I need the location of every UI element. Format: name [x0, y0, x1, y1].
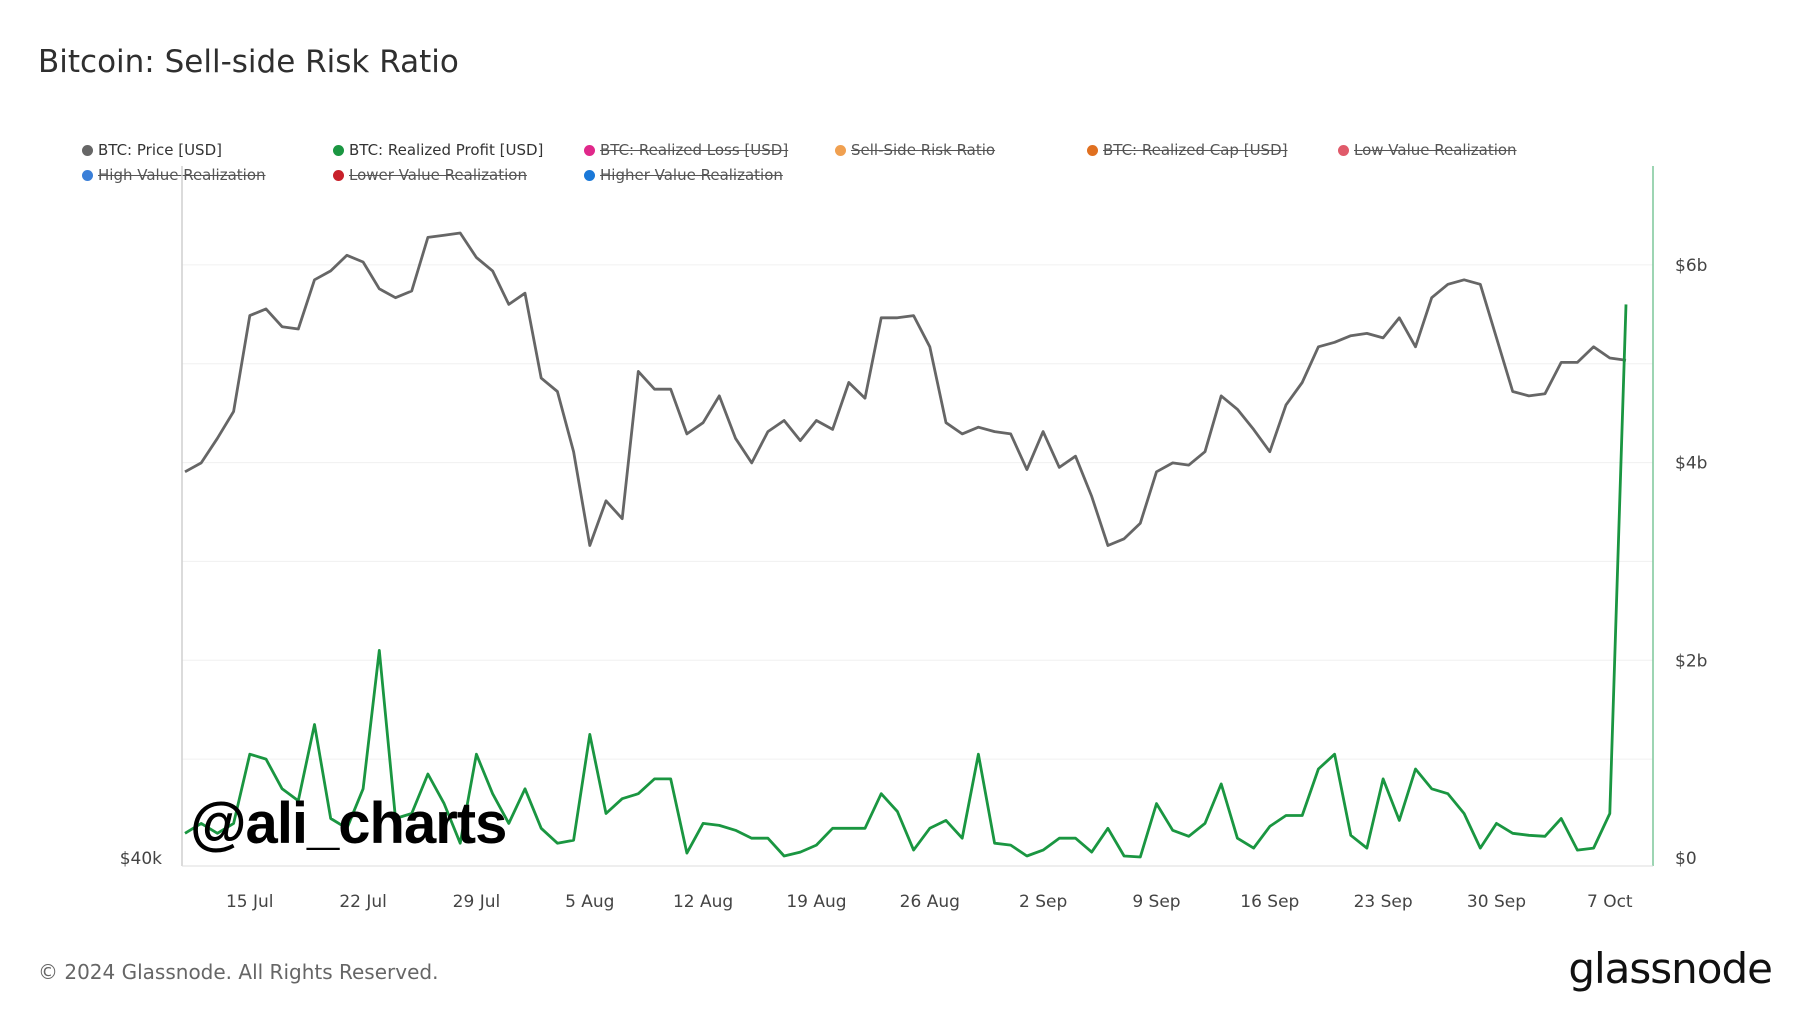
x-tick-label: 2 Sep — [1019, 892, 1067, 912]
price-line — [184, 231, 1627, 547]
legend-dot-icon — [82, 145, 93, 156]
x-axis-ticks: 15 Jul 22 Jul 29 Jul 5 Aug 12 Aug 19 Aug 26 Au… — [226, 892, 1633, 912]
right-tick-label: $4b — [1675, 454, 1707, 474]
x-tick-label: 23 Sep — [1354, 892, 1413, 912]
legend-label: BTC: Realized Profit [USD] — [349, 141, 544, 159]
realized-profit-line — [184, 304, 1628, 859]
x-tick-label: 15 Jul — [226, 892, 274, 912]
legend-label: BTC: Realized Cap [USD] — [1103, 141, 1288, 159]
legend-item[interactable]: Sell-Side Risk Ratio — [835, 141, 995, 159]
legend-dot-icon — [584, 170, 595, 181]
legend-item[interactable]: Higher Value Realization — [584, 166, 783, 184]
watermark-text: @ali_charts — [190, 791, 507, 856]
left-tick-label: $40k — [120, 849, 162, 869]
right-tick-label: $6b — [1675, 256, 1707, 276]
x-tick-label: 16 Sep — [1240, 892, 1299, 912]
left-axis-ticks: $40k — [120, 849, 162, 869]
legend-dot-icon — [584, 145, 595, 156]
legend-dot-icon — [1087, 145, 1098, 156]
legend-dot-icon — [333, 145, 344, 156]
legend-label: BTC: Price [USD] — [98, 141, 222, 159]
grid-lines — [182, 264, 1653, 760]
copyright-text: © 2024 Glassnode. All Rights Reserved. — [38, 960, 439, 984]
legend-item[interactable]: Lower Value Realization — [333, 166, 527, 184]
brand-logo: glassnode — [1568, 944, 1773, 993]
legend-dot-icon — [82, 170, 93, 181]
x-tick-label: 5 Aug — [565, 892, 614, 912]
legend-dot-icon — [333, 170, 344, 181]
right-tick-label: $0 — [1675, 849, 1697, 869]
x-tick-label: 9 Sep — [1132, 892, 1180, 912]
legend-dot-icon — [835, 145, 846, 156]
legend-item[interactable]: Low Value Realization — [1338, 141, 1517, 159]
right-axis-ticks: $0 $2b $4b $6b — [1675, 256, 1707, 869]
legend-item[interactable]: BTC: Realized Profit [USD] — [333, 141, 543, 159]
right-tick-label: $2b — [1675, 651, 1707, 671]
x-tick-label: 19 Aug — [786, 892, 846, 912]
series-lines — [184, 231, 1628, 859]
x-tick-label: 30 Sep — [1467, 892, 1526, 912]
legend-label: BTC: Realized Loss [USD] — [600, 141, 789, 159]
chart-legend: BTC: Price [USD] BTC: Realized Profit [US… — [0, 0, 1800, 200]
x-tick-label: 26 Aug — [900, 892, 960, 912]
x-tick-label: 7 Oct — [1587, 892, 1633, 912]
legend-label: Sell-Side Risk Ratio — [851, 141, 996, 159]
legend-item[interactable]: BTC: Realized Loss [USD] — [584, 141, 788, 159]
legend-label: Lower Value Realization — [349, 166, 527, 184]
chart-title: Bitcoin: Sell-side Risk Ratio — [38, 44, 459, 80]
legend-item[interactable]: BTC: Price [USD] — [82, 141, 222, 159]
x-tick-label: 22 Jul — [339, 892, 387, 912]
legend-item[interactable]: BTC: Realized Cap [USD] — [1087, 141, 1287, 159]
legend-dot-icon — [1338, 145, 1349, 156]
x-tick-label: 12 Aug — [673, 892, 733, 912]
x-tick-label: 29 Jul — [453, 892, 501, 912]
legend-label: Low Value Realization — [1354, 141, 1517, 159]
legend-label: Higher Value Realization — [600, 166, 783, 184]
